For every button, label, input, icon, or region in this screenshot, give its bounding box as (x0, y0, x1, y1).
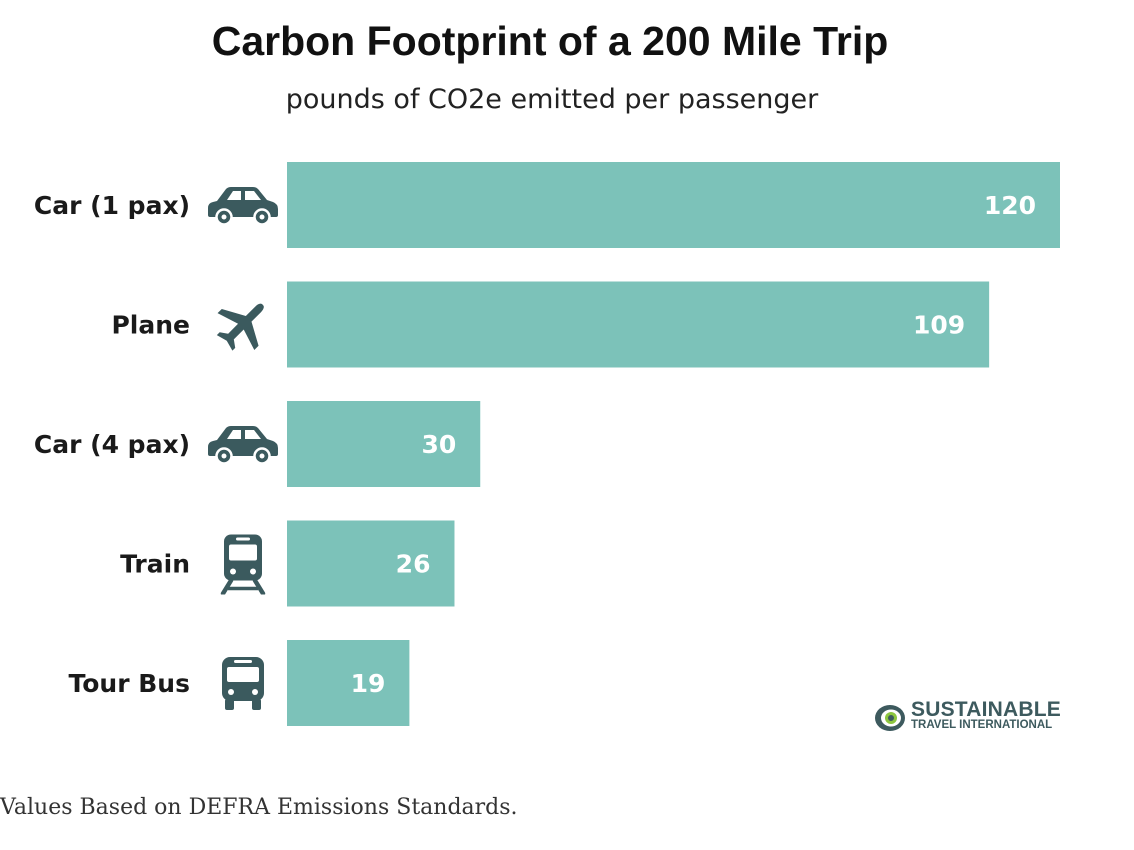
value-label-2: 30 (421, 430, 456, 459)
car-icon (207, 185, 279, 225)
category-label-2: Car (4 pax) (34, 430, 190, 459)
train-icon (223, 535, 263, 594)
logo-main-text: SUSTAINABLE (911, 698, 1061, 721)
category-label-3: Train (120, 550, 190, 579)
category-label-4: Tour Bus (69, 669, 190, 698)
bus-icon (222, 657, 264, 710)
bar-3 (287, 520, 455, 607)
sustainable-travel-logo: SUSTAINABLE TRAVEL INTERNATIONAL (873, 698, 1073, 738)
value-label-1: 109 (913, 311, 965, 340)
car-icon (207, 424, 279, 464)
bar-2 (287, 401, 481, 487)
bar-0 (287, 162, 1060, 248)
category-label-1: Plane (111, 311, 190, 340)
value-label-3: 26 (396, 550, 431, 579)
category-label-0: Car (1 pax) (34, 191, 190, 220)
bar-chart: 120 Car (1 pax) 109 Plane 30 Car (4 pax) 26 Tra… (34, 162, 1060, 726)
value-label-0: 120 (984, 191, 1036, 220)
value-label-4: 19 (351, 669, 386, 698)
logo-icon (875, 705, 905, 731)
logo-sub-text: TRAVEL INTERNATIONAL (911, 719, 1053, 731)
footnote: Values Based on DEFRA Emissions Standard… (0, 795, 518, 820)
plane-icon (213, 294, 273, 355)
chart-title: Carbon Footprint of a 200 Mile Trip (211, 18, 889, 64)
chart-subtitle: pounds of CO2e emitted per passenger (285, 84, 819, 115)
bar-4 (287, 640, 410, 726)
bar-1 (287, 281, 990, 368)
